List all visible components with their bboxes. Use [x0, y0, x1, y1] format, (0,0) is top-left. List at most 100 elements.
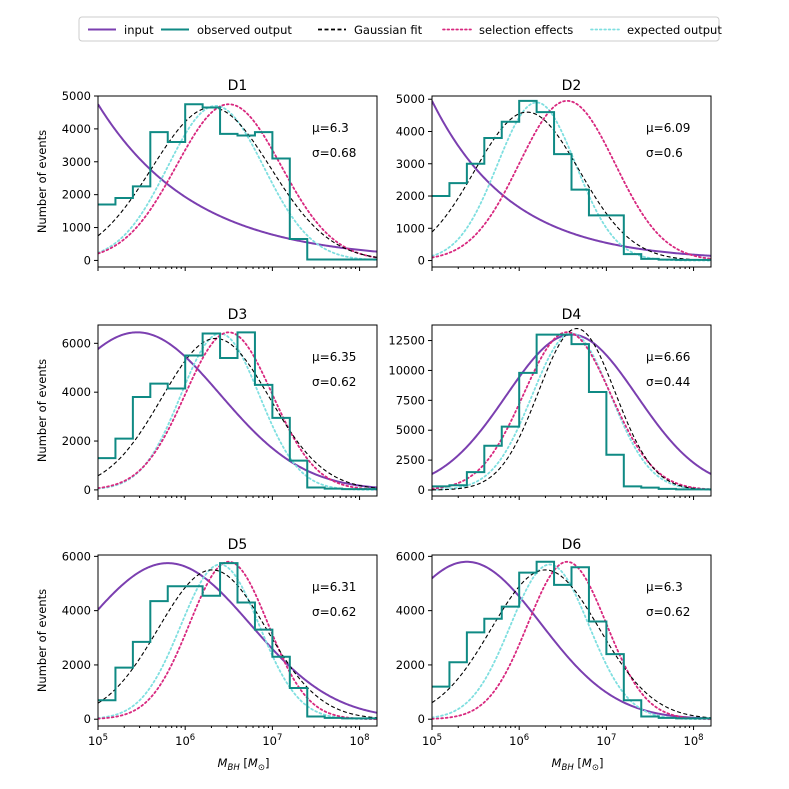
plot-area: [432, 560, 711, 721]
x-tick-label: 105: [422, 733, 442, 748]
legend-entry: observed output: [161, 23, 292, 37]
y-tick-label: 0: [418, 254, 425, 268]
panel-title: D2: [562, 78, 582, 94]
y-tick-label: 4000: [396, 604, 425, 618]
x-tick-label: 107: [596, 733, 616, 748]
observed-output-histogram: [432, 560, 711, 720]
plot-area: [432, 99, 711, 262]
y-tick-label: 1000: [396, 221, 425, 235]
x-tick-label: 107: [262, 733, 282, 748]
legend-label: Gaussian fit: [354, 23, 423, 37]
gaussian-fit-curve: [432, 328, 711, 491]
plot-area: [432, 328, 711, 491]
legend-label: expected output: [627, 23, 722, 37]
x-tick-label: 105: [88, 733, 108, 748]
y-tick-label: 5000: [396, 423, 425, 437]
y-tick-label: 2000: [62, 188, 91, 202]
sigma-annotation: σ=0.62: [312, 375, 356, 389]
y-axis-label: Number of events: [35, 589, 49, 692]
legend-entry: input: [88, 23, 154, 37]
legend-frame: [78, 16, 720, 42]
y-tick-label: 10000: [388, 363, 425, 377]
legend-entry: Gaussian fit: [318, 23, 423, 37]
legend-label: input: [124, 23, 154, 37]
mu-annotation: μ=6.35: [312, 350, 356, 364]
panel-d2: 0 1000 2000 3000 4000 5000 D2 μ=6.09 σ=0.6: [396, 78, 712, 271]
sigma-annotation: σ=0.44: [646, 375, 690, 389]
y-tick-label: 5000: [396, 92, 425, 106]
observed-output-histogram: [98, 562, 377, 720]
y-tick-label: 2000: [62, 434, 91, 448]
panel-title: D1: [228, 78, 248, 94]
panel-d5: 0 2000 4000 6000 105 106 107 108 MBH [M⊙] Number …: [35, 537, 378, 773]
sigma-annotation: σ=0.62: [646, 605, 690, 619]
y-tick-label: 6000: [62, 549, 91, 563]
y-axis-label: Number of events: [35, 130, 49, 233]
observed-output-histogram: [432, 333, 711, 491]
y-tick-label: 1000: [62, 221, 91, 235]
y-tick-label: 12500: [388, 334, 425, 348]
y-tick-label: 4000: [62, 604, 91, 618]
plot-area: [98, 560, 377, 721]
y-tick-label: 0: [418, 483, 425, 497]
input-curve: [98, 562, 377, 714]
mu-annotation: μ=6.31: [312, 580, 356, 594]
gaussian-fit-curve: [432, 569, 711, 719]
selection-effects-curve: [432, 560, 711, 720]
y-tick-label: 7500: [396, 393, 425, 407]
expected-output-curve: [432, 101, 711, 262]
input-curve: [432, 100, 711, 257]
x-tick-label: 106: [509, 733, 529, 748]
mu-annotation: μ=6.66: [646, 350, 690, 364]
y-tick-label: 4000: [62, 122, 91, 136]
y-tick-label: 4000: [396, 124, 425, 138]
y-tick-label: 2000: [396, 658, 425, 672]
mu-annotation: μ=6.3: [646, 580, 683, 594]
selection-effects-curve: [432, 331, 711, 491]
y-tick-label: 0: [84, 253, 91, 267]
observed-output-histogram: [98, 103, 377, 261]
selection-effects-curve: [432, 99, 711, 260]
selection-effects-curve: [98, 103, 377, 259]
input-curve: [98, 103, 377, 253]
y-tick-label: 0: [418, 712, 425, 726]
legend-label: observed output: [197, 23, 292, 37]
panel-d4: 0 2500 5000 7500 10000 12500 D4 μ=6.66 σ=0.44: [388, 307, 712, 500]
sigma-annotation: σ=0.68: [312, 146, 356, 160]
plot-area: [98, 103, 377, 261]
observed-output-histogram: [98, 331, 377, 491]
x-tick-label: 108: [350, 733, 370, 748]
legend-entry: selection effects: [442, 23, 573, 37]
x-tick-label: 106: [175, 733, 195, 748]
y-tick-label: 2500: [396, 453, 425, 467]
y-tick-label: 5000: [62, 89, 91, 103]
y-tick-label: 0: [84, 712, 91, 726]
panel-d1: 0 1000 2000 3000 4000 5000 Number of events D1 μ…: [35, 78, 378, 271]
panel-title: D6: [562, 537, 582, 553]
y-tick-label: 2000: [62, 658, 91, 672]
mu-annotation: μ=6.3: [312, 121, 349, 135]
x-axis-label: MBH [M⊙]: [552, 756, 604, 773]
y-tick-label: 6000: [396, 549, 425, 563]
y-axis-label: Number of events: [35, 359, 49, 462]
y-tick-label: 3000: [396, 157, 425, 171]
x-axis-label: MBH [M⊙]: [218, 756, 270, 773]
x-tick-label: 108: [684, 733, 704, 748]
panel-title: D3: [228, 307, 248, 323]
y-tick-label: 3000: [62, 155, 91, 169]
legend-entry: expected output: [590, 23, 722, 37]
legend: input observed output Gaussian fit selectio…: [78, 16, 722, 42]
observed-output-histogram: [432, 99, 711, 261]
mu-annotation: μ=6.09: [646, 121, 690, 135]
input-curve: [432, 560, 711, 720]
y-tick-label: 2000: [396, 189, 425, 203]
panel-d3: 0 2000 4000 6000 Number of events D3 μ=6.35 σ=0…: [35, 307, 378, 500]
legend-label: selection effects: [479, 23, 573, 37]
y-tick-label: 0: [84, 483, 91, 497]
sigma-annotation: σ=0.62: [312, 605, 356, 619]
panel-title: D4: [562, 307, 582, 323]
plot-area: [98, 331, 377, 491]
gaussian-fit-curve: [98, 106, 377, 258]
y-tick-label: 6000: [62, 336, 91, 350]
